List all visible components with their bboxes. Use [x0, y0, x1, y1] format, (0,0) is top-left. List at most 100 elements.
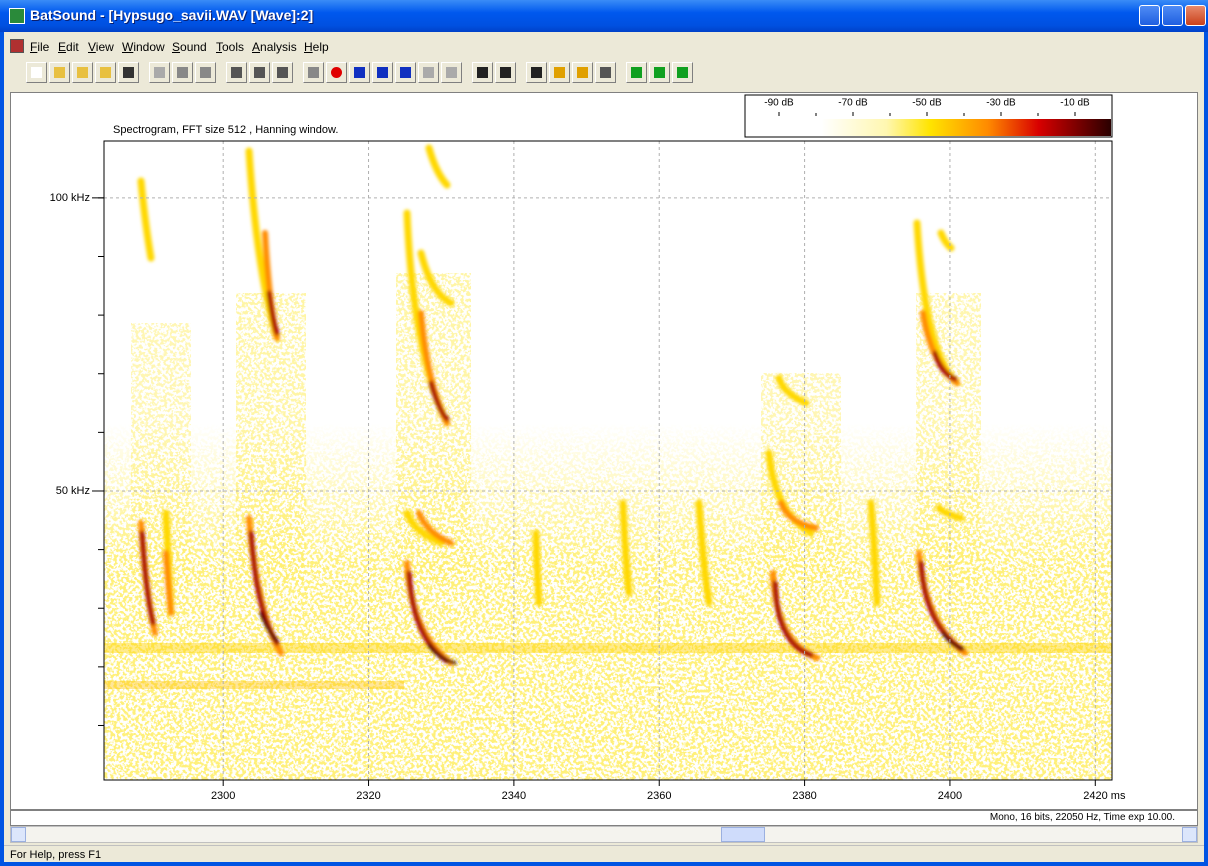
minimize-button[interactable]: [1139, 5, 1160, 26]
menu-item[interactable]: Sound: [172, 40, 207, 54]
toolbar-icon: [677, 67, 688, 78]
scroll-right[interactable]: [1182, 827, 1197, 842]
maximize-button[interactable]: [1162, 5, 1183, 26]
menu-item[interactable]: Tools: [216, 40, 245, 54]
toolbar-button[interactable]: [95, 62, 116, 83]
colorbar-label: -30 dB: [986, 98, 1016, 109]
toolbar-icon: [654, 67, 665, 78]
x-tick-label: 2340: [502, 790, 526, 802]
toolbar-icon: [277, 67, 288, 78]
y-tick-label: 100 kHz: [50, 192, 90, 204]
toolbar-button[interactable]: [572, 62, 593, 83]
scroll-left[interactable]: [11, 827, 26, 842]
help-text: For Help, press F1: [10, 849, 102, 861]
menu-item[interactable]: Help: [304, 40, 329, 54]
scroll-thumb[interactable]: [721, 827, 765, 842]
toolbar-icon: [331, 67, 342, 78]
y-tick-label: 50 kHz: [56, 485, 90, 497]
colorbar-label: -90 dB: [764, 98, 794, 109]
spectrogram-image: [104, 144, 1112, 780]
toolbar-icon: [500, 67, 511, 78]
menu-item[interactable]: Analysis: [252, 40, 297, 54]
toolbar-icon: [423, 67, 434, 78]
toolbar-button[interactable]: [172, 62, 193, 83]
toolbar-button[interactable]: [372, 62, 393, 83]
toolbar-button[interactable]: [495, 62, 516, 83]
status-bar: For Help, press F1: [4, 845, 1204, 863]
toolbar-button[interactable]: [441, 62, 462, 83]
doc-icon[interactable]: [10, 39, 24, 53]
format-info: Mono, 16 bits, 22050 Hz, Time exp 10.00.: [989, 812, 1175, 823]
toolbar-button[interactable]: [649, 62, 670, 83]
toolbar-icon: [231, 67, 242, 78]
toolbar-button[interactable]: [395, 62, 416, 83]
menu-bar: File Edit View Window Sound Tools Analysis Help: [4, 36, 1204, 56]
toolbar-icon: [631, 67, 642, 78]
toolbar-icon: [400, 67, 411, 78]
toolbar-button[interactable]: [149, 62, 170, 83]
toolbar-button[interactable]: [526, 62, 547, 83]
colorbar-labels: -90 dB -70 dB -50 dB -30 dB -10 dB: [764, 98, 1090, 116]
menu-item[interactable]: File: [30, 40, 50, 54]
toolbar-button[interactable]: [26, 62, 47, 83]
toolbar-icon: [254, 67, 265, 78]
toolbar-icon: [354, 67, 365, 78]
toolbar-button[interactable]: [118, 62, 139, 83]
toolbar-button[interactable]: [195, 62, 216, 83]
toolbar-icon: [577, 67, 588, 78]
toolbar-icon: [177, 67, 188, 78]
toolbar-button[interactable]: [272, 62, 293, 83]
spectrogram-title: Spectrogram, FFT size 512 , Hanning wind…: [113, 124, 338, 136]
toolbar-icon: [446, 67, 457, 78]
toolbar-button[interactable]: [226, 62, 247, 83]
toolbar-button[interactable]: [626, 62, 647, 83]
spectrogram-chart: Spectrogram, FFT size 512 , Hanning wind…: [50, 94, 1126, 802]
toolbar-icon: [77, 67, 88, 78]
x-tick-label: 2320: [356, 790, 380, 802]
colorbar-label: -50 dB: [912, 98, 942, 109]
x-tick-label: 2300: [211, 790, 235, 802]
toolbar-icon: [600, 67, 611, 78]
info-line: Mono, 16 bits, 22050 Hz, Time exp 10.00.: [10, 810, 1198, 826]
toolbar-button[interactable]: [303, 62, 324, 83]
horizontal-scrollbar[interactable]: [10, 826, 1198, 843]
x-tick-label: 2400: [938, 790, 962, 802]
app-icon: [9, 8, 25, 24]
toolbar-icon: [377, 67, 388, 78]
toolbar-icon: [531, 67, 542, 78]
toolbar-icon: [100, 67, 111, 78]
toolbar-icon: [54, 67, 65, 78]
close-button[interactable]: [1185, 5, 1206, 26]
grid: [92, 141, 1112, 786]
toolbar-button[interactable]: [472, 62, 493, 83]
colorbar: [749, 119, 1111, 136]
menu-item[interactable]: View: [88, 40, 114, 54]
toolbar-icon: [154, 67, 165, 78]
toolbar-icon: [200, 67, 211, 78]
toolbar-icon: [308, 67, 319, 78]
toolbar: [8, 58, 708, 88]
toolbar-icon: [123, 67, 134, 78]
toolbar-button[interactable]: [349, 62, 370, 83]
toolbar-button[interactable]: [49, 62, 70, 83]
plot-frame: [103, 140, 1113, 781]
spectrogram-view: Spectrogram, FFT size 512 , Hanning wind…: [10, 92, 1198, 810]
toolbar-icon: [554, 67, 565, 78]
colorbar-label: -10 dB: [1060, 98, 1090, 109]
x-tick-label: 2360: [647, 790, 671, 802]
toolbar-button[interactable]: [249, 62, 270, 83]
menu-item[interactable]: Edit: [58, 40, 79, 54]
toolbar-button[interactable]: [595, 62, 616, 83]
toolbar-button[interactable]: [549, 62, 570, 83]
title-bar: BatSound - [Hypsugo_savii.WAV [Wave]:2]: [0, 0, 1208, 32]
menu-item[interactable]: Window: [122, 40, 165, 54]
toolbar-button[interactable]: [326, 62, 347, 83]
x-tick-label: 2420 ms: [1083, 790, 1126, 802]
toolbar-button[interactable]: [72, 62, 93, 83]
x-tick-label: 2380: [792, 790, 816, 802]
colorbar-label: -70 dB: [838, 98, 868, 109]
toolbar-icon: [477, 67, 488, 78]
toolbar-button[interactable]: [418, 62, 439, 83]
toolbar-button[interactable]: [672, 62, 693, 83]
